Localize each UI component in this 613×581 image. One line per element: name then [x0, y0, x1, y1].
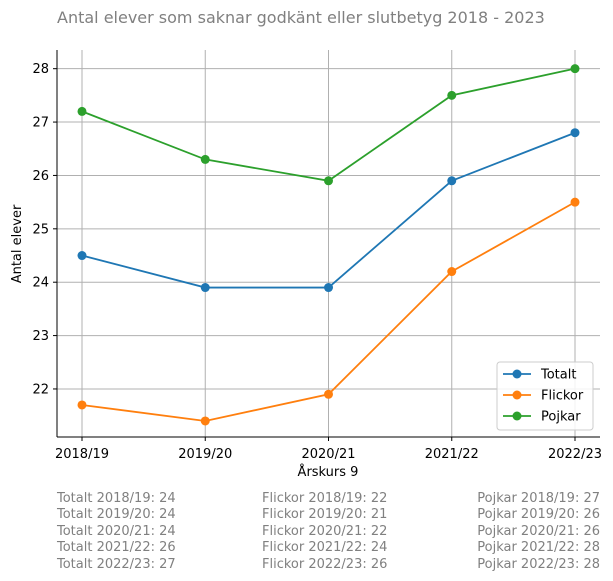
- chart-title: Antal elever som saknar godkänt eller sl…: [57, 8, 545, 27]
- x-tick-label: 2019/20: [178, 447, 232, 462]
- legend-label-flickor: Flickor: [541, 389, 584, 404]
- data-point-flickor: [324, 389, 333, 399]
- data-point-flickor: [447, 267, 457, 277]
- data-point-totalt: [324, 283, 333, 293]
- grid: [57, 50, 600, 437]
- y-tick-label: 27: [32, 116, 49, 131]
- legend-marker-totalt: [512, 369, 522, 379]
- data-point-totalt: [200, 283, 210, 293]
- x-tick-label: 2020/21: [301, 447, 355, 462]
- note-line: Totalt 2020/21: 24: [57, 523, 176, 539]
- data-point-totalt: [77, 251, 87, 261]
- data-point-pojkar: [570, 64, 580, 74]
- legend-label-totalt: Totalt: [540, 368, 576, 383]
- note-line: Totalt 2019/20: 24: [57, 507, 176, 523]
- x-tick-label: 2021/22: [425, 447, 479, 462]
- x-tick-label: 2022/23: [548, 447, 602, 462]
- note-line: Pojkar 2020/21: 26: [477, 523, 600, 539]
- y-axis-label: Antal elever: [10, 204, 25, 283]
- data-point-totalt: [570, 128, 580, 138]
- data-point-pojkar: [77, 106, 87, 116]
- y-tick-label: 23: [32, 329, 49, 344]
- y-tick-label: 28: [32, 62, 49, 77]
- legend-label-pojkar: Pojkar: [541, 410, 581, 425]
- tick-labels: 2018/19 2019/20 2020/21 2021/22 2022/23 22 23 2…: [32, 62, 602, 462]
- x-axis-label: Årskurs 9: [298, 464, 359, 480]
- note-line: Flickor 2018/19: 22: [262, 491, 388, 506]
- note-line: Pojkar 2022/23: 28: [477, 556, 600, 572]
- y-tick-label: 24: [32, 276, 49, 291]
- data-point-flickor: [200, 416, 210, 426]
- data-point-pojkar: [324, 176, 333, 186]
- y-tick-label: 25: [32, 222, 49, 237]
- note-line: Pojkar 2021/22: 28: [477, 540, 600, 556]
- note-line: Pojkar 2019/20: 26: [477, 507, 600, 523]
- legend-marker-flickor: [512, 390, 522, 400]
- y-tick-label: 22: [32, 382, 49, 397]
- legend: Totalt Flickor Pojkar: [496, 361, 594, 431]
- legend-marker-pojkar: [512, 411, 522, 421]
- legend-box: [496, 361, 594, 431]
- data-point-pojkar: [447, 90, 457, 100]
- data-point-pojkar: [200, 154, 210, 164]
- y-tick-label: 26: [32, 169, 49, 184]
- data-point-flickor: [77, 400, 87, 410]
- note-line: Totalt 2018/19: 24: [57, 491, 176, 506]
- note-line: Flickor 2021/22: 24: [262, 540, 388, 556]
- notes-flickor: Flickor 2018/19: 22 Flickor 2019/20: 21 Fl…: [262, 491, 387, 573]
- x-tick-label: 2018/19: [55, 447, 109, 462]
- note-line: Flickor 2019/20: 21: [262, 507, 388, 523]
- note-line: Pojkar 2018/19: 27: [477, 491, 600, 506]
- notes-pojkar: Pojkar 2018/19: 27 Pojkar 2019/20: 26 Pojk…: [477, 491, 600, 573]
- notes-totalt: Totalt 2018/19: 24 Totalt 2019/20: 24 Tota…: [57, 491, 176, 573]
- note-line: Totalt 2021/22: 26: [57, 540, 176, 556]
- data-point-flickor: [570, 197, 580, 207]
- axes: [53, 50, 600, 441]
- note-line: Flickor 2022/23: 26: [262, 556, 388, 572]
- note-line: Totalt 2022/23: 27: [57, 556, 176, 572]
- data-point-totalt: [447, 176, 457, 186]
- series-layer: [77, 64, 580, 426]
- note-line: Flickor 2020/21: 22: [262, 523, 388, 539]
